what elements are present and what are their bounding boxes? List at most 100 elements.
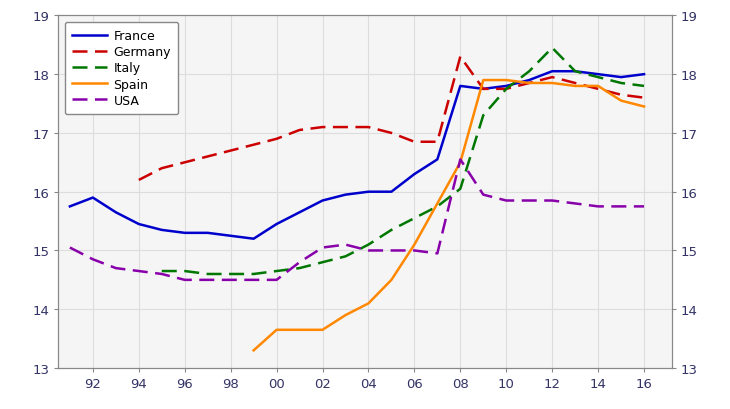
Germany: [341, 125, 350, 130]
Spain: [410, 243, 419, 247]
USA: [639, 204, 648, 209]
USA: [364, 248, 373, 253]
Spain: [249, 348, 258, 353]
France: [548, 70, 556, 74]
Italy: [502, 87, 510, 92]
Italy: [456, 187, 465, 192]
Germany: [180, 160, 189, 165]
France: [456, 84, 465, 89]
Spain: [341, 313, 350, 318]
Spain: [548, 81, 556, 86]
Germany: [158, 166, 166, 171]
USA: [525, 199, 534, 204]
Italy: [593, 75, 602, 80]
France: [66, 204, 74, 209]
France: [88, 196, 97, 200]
USA: [502, 199, 510, 204]
Italy: [548, 46, 556, 51]
USA: [456, 157, 465, 162]
France: [158, 228, 166, 233]
Germany: [593, 87, 602, 92]
France: [639, 72, 648, 77]
Germany: [387, 131, 396, 136]
USA: [593, 204, 602, 209]
Spain: [525, 81, 534, 86]
Germany: [525, 81, 534, 86]
Italy: [639, 84, 648, 89]
Germany: [295, 128, 304, 133]
France: [112, 210, 120, 215]
France: [134, 222, 143, 227]
France: [502, 84, 510, 89]
Italy: [387, 228, 396, 233]
Spain: [502, 79, 510, 83]
Spain: [272, 328, 281, 333]
France: [295, 210, 304, 215]
France: [617, 75, 626, 80]
Italy: [525, 70, 534, 74]
France: [571, 70, 580, 74]
Germany: [364, 125, 373, 130]
USA: [617, 204, 626, 209]
France: [410, 172, 419, 177]
USA: [180, 278, 189, 283]
Line: Germany: Germany: [139, 57, 644, 180]
Italy: [364, 243, 373, 247]
USA: [112, 266, 120, 271]
Italy: [158, 269, 166, 274]
USA: [88, 257, 97, 262]
Germany: [456, 55, 465, 60]
USA: [341, 243, 350, 247]
Germany: [272, 137, 281, 142]
Germany: [639, 96, 648, 101]
France: [180, 231, 189, 236]
USA: [571, 202, 580, 207]
Italy: [433, 204, 442, 209]
Germany: [203, 155, 212, 160]
France: [387, 190, 396, 195]
France: [249, 237, 258, 242]
Italy: [180, 269, 189, 274]
Germany: [548, 75, 556, 80]
Line: Italy: Italy: [162, 49, 644, 274]
Spain: [433, 202, 442, 207]
France: [433, 157, 442, 162]
Legend: France, Germany, Italy, Spain, USA: France, Germany, Italy, Spain, USA: [65, 22, 178, 115]
USA: [158, 272, 166, 277]
USA: [272, 278, 281, 283]
Germany: [134, 178, 143, 183]
Spain: [387, 278, 396, 283]
Spain: [593, 84, 602, 89]
USA: [410, 248, 419, 253]
Italy: [479, 114, 488, 119]
Spain: [295, 328, 304, 333]
Germany: [433, 140, 442, 145]
Spain: [318, 328, 327, 333]
USA: [387, 248, 396, 253]
Spain: [639, 105, 648, 110]
Line: Spain: Spain: [253, 81, 644, 351]
USA: [249, 278, 258, 283]
Germany: [617, 93, 626, 98]
Spain: [479, 79, 488, 83]
Germany: [318, 125, 327, 130]
Italy: [341, 254, 350, 259]
Italy: [571, 70, 580, 74]
USA: [66, 245, 74, 250]
USA: [295, 260, 304, 265]
Italy: [272, 269, 281, 274]
Germany: [226, 149, 235, 154]
Germany: [571, 81, 580, 86]
France: [226, 234, 235, 239]
USA: [318, 245, 327, 250]
Spain: [571, 84, 580, 89]
Germany: [502, 87, 510, 92]
Line: France: France: [70, 72, 644, 239]
Germany: [249, 143, 258, 148]
France: [341, 193, 350, 198]
Spain: [617, 99, 626, 104]
Germany: [410, 140, 419, 145]
USA: [203, 278, 212, 283]
Germany: [479, 87, 488, 92]
Spain: [456, 160, 465, 165]
